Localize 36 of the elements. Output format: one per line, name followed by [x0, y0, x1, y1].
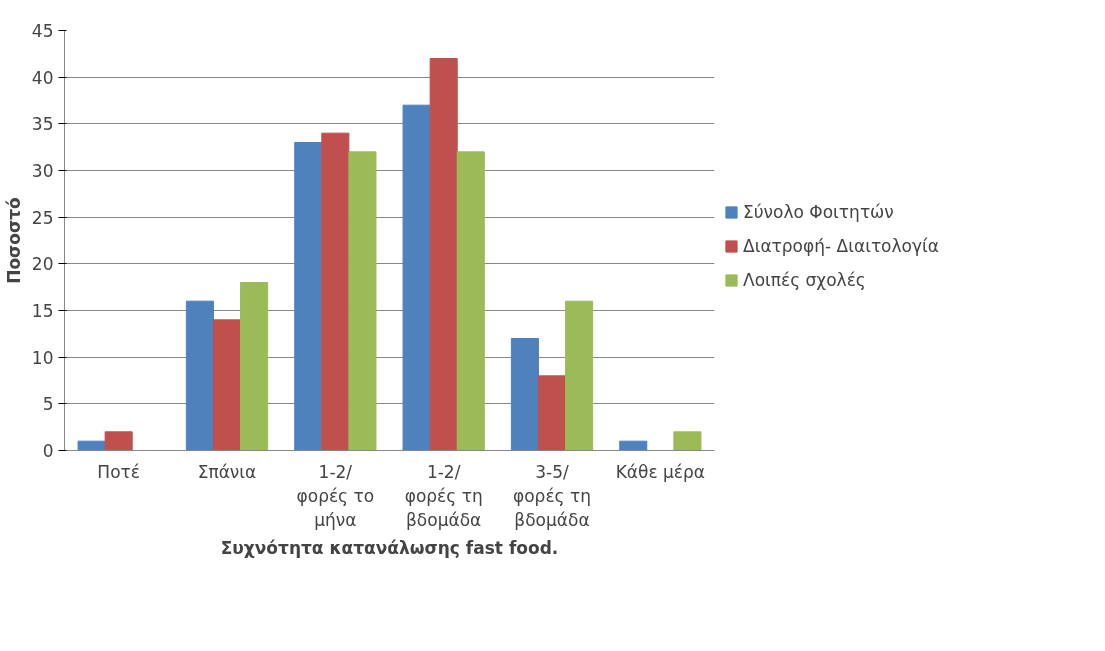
y-tick-label: 30 [31, 161, 54, 181]
bar [402, 104, 431, 451]
y-tick-label: 35 [31, 114, 54, 135]
y-tick-label: 20 [31, 254, 54, 275]
y-tick-label: 15 [31, 301, 54, 321]
bar [321, 132, 350, 451]
legend-label: Σύνολο Φοιτητών [743, 202, 894, 222]
bar [565, 300, 594, 451]
x-tick-label: 1-2/ φορές τη βδομάδα [404, 461, 483, 530]
y-tick-label: 0 [42, 441, 54, 461]
bar [240, 282, 269, 451]
legend-label: Λοιπές σχολές [743, 270, 866, 290]
bar [104, 431, 133, 451]
bar [212, 319, 242, 451]
y-axis-title: Ποσοστό [3, 197, 24, 284]
y-tick-label: 10 [31, 347, 54, 368]
bar [429, 58, 458, 451]
bar [294, 142, 323, 451]
legend-label: Διατροφή- Διαιτολογία [743, 236, 939, 256]
y-tick-label: 40 [31, 67, 54, 88]
x-axis-title: Συχνότητα κατανάλωσης fast food. [220, 537, 559, 558]
y-tick-label: 45 [31, 21, 54, 41]
x-tick-label: Ποτέ [97, 461, 140, 482]
x-tick-label: Σπάνια [197, 461, 257, 482]
bar [673, 431, 702, 451]
bar [510, 338, 539, 451]
bar [619, 440, 648, 451]
y-tick-label: 5 [42, 394, 54, 415]
y-tick-label: 25 [31, 207, 54, 228]
bar [456, 151, 485, 451]
bar [537, 375, 567, 451]
x-tick-label: Κάθε μέρα [615, 461, 706, 482]
bar [348, 151, 377, 451]
bar [185, 300, 214, 451]
x-tick-label: 1-2/ φορές το μήνα [296, 461, 375, 530]
x-tick-label: 3-5/ φορές τη βδομάδα [513, 461, 592, 530]
